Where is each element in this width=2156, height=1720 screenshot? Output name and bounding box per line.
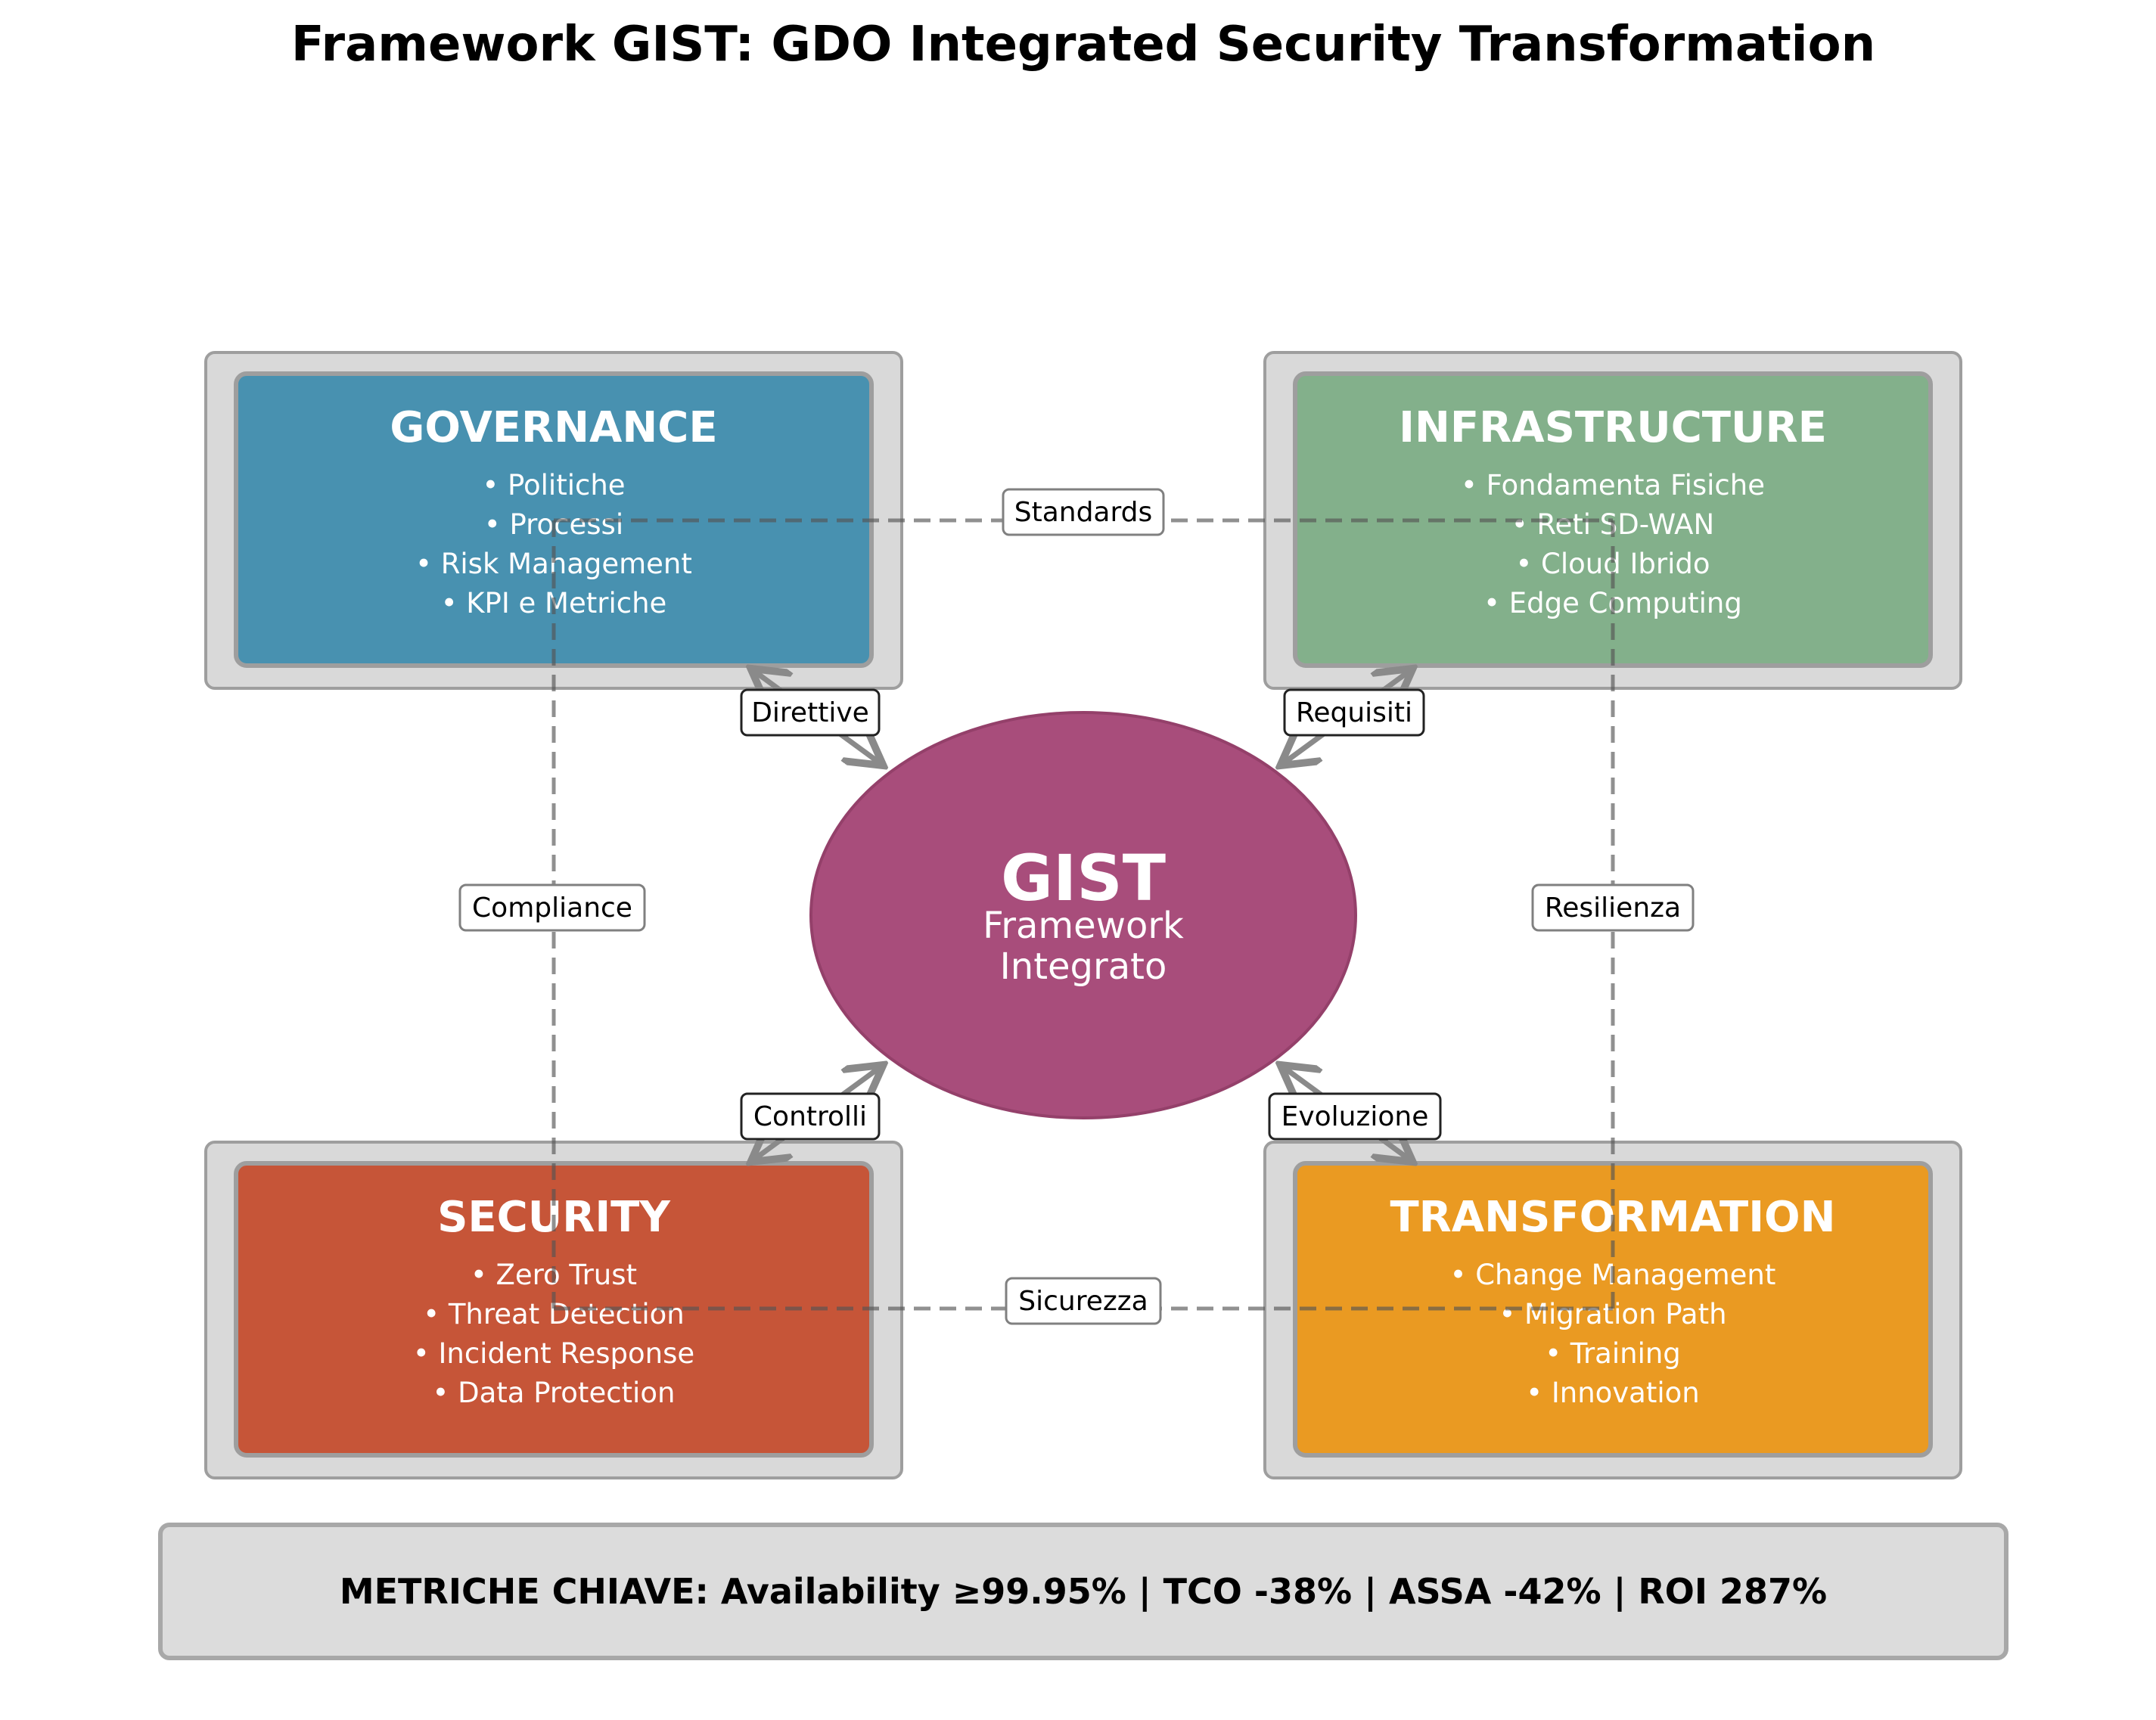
standards-label: Standards [1002, 488, 1165, 536]
infrastructure-title: INFRASTRUCTURE [1399, 403, 1827, 452]
direttive-text: Direttive [751, 697, 869, 728]
page-title: Framework GIST: GDO Integrated Security … [291, 17, 1875, 73]
requisiti-label: Requisiti [1283, 688, 1425, 737]
compliance-label: Compliance [458, 883, 646, 932]
metrics-text: METRICHE CHIAVE: Availability ≥99.95% | … [340, 1571, 1827, 1613]
governance-title: GOVERNANCE [390, 403, 717, 452]
security-item: • Data Protection [433, 1377, 676, 1409]
center-subtitle-line2: Integrato [1000, 945, 1167, 988]
center-subtitle-line1: Framework [983, 905, 1184, 947]
resilienza-text: Resilienza [1545, 893, 1681, 924]
governance-item: • Politiche [482, 469, 625, 501]
compliance-text: Compliance [472, 893, 632, 924]
resilienza-label: Resilienza [1531, 883, 1695, 932]
center-title: GIST [1001, 841, 1166, 915]
metrics-panel [158, 1523, 2008, 1660]
sicurezza-text: Sicurezza [1018, 1286, 1148, 1317]
security-item: • Incident Response [413, 1337, 694, 1370]
standards-text: Standards [1014, 497, 1153, 528]
gist-center-ellipse [809, 711, 1357, 1119]
requisiti-text: Requisiti [1296, 697, 1412, 728]
controlli-label: Controlli [740, 1092, 881, 1141]
sicurezza-label: Sicurezza [1005, 1277, 1162, 1325]
evoluzione-label: Evoluzione [1268, 1092, 1442, 1141]
evoluzione-text: Evoluzione [1281, 1101, 1429, 1132]
transformation-item: • Training [1545, 1337, 1681, 1370]
controlli-text: Controlli [753, 1101, 867, 1132]
infrastructure-item: • Fondamenta Fisiche [1461, 469, 1765, 501]
transformation-item: • Innovation [1526, 1377, 1699, 1409]
direttive-label: Direttive [740, 688, 881, 737]
